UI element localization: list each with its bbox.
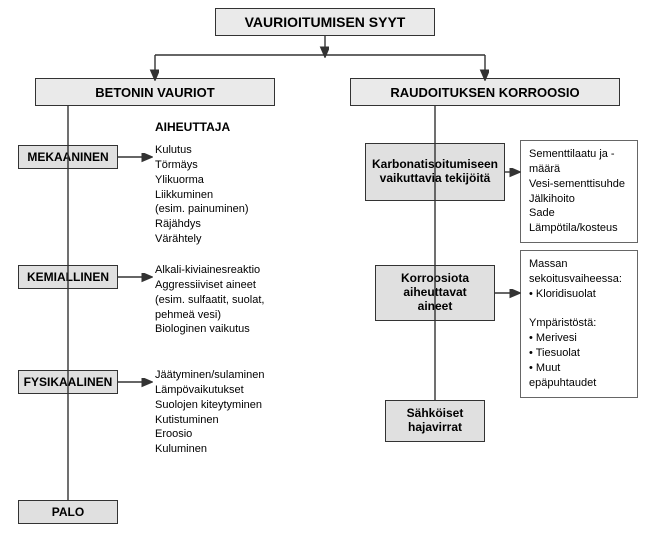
list-mekaaninen: KulutusTörmäysYlikuormaLiikkuminen(esim.… [155,143,300,247]
box-korroosio: Korroosiota aiheuttavat aineet [375,265,495,321]
list-korroosio: Massan sekoitusvaiheessa:• Kloridisuolat… [520,250,638,398]
right-header-text: RAUDOITUKSEN KORROOSIO [390,85,579,100]
cat-mekaaninen: MEKAANINEN [18,145,118,169]
cat-fysikaalinen: FYSIKAALINEN [18,370,118,394]
left-header-text: BETONIN VAURIOT [95,85,214,100]
list-fysikaalinen: Jäätyminen/sulaminenLämpövaikutuksetSuol… [155,368,305,457]
left-header: BETONIN VAURIOT [35,78,275,106]
aiheuttaja-label: AIHEUTTAJA [155,120,230,134]
cat-kemiallinen: KEMIALLINEN [18,265,118,289]
cat-palo: PALO [18,500,118,524]
box-karbon: Karbonatisoitumiseen vaikuttavia tekijöi… [365,143,505,201]
root-title: VAURIOITUMISEN SYYT [215,8,435,36]
box-sahko: Sähköiset hajavirrat [385,400,485,442]
right-header: RAUDOITUKSEN KORROOSIO [350,78,620,106]
list-karbon: Sementtilaatu ja -määräVesi-sementtisuhd… [520,140,638,243]
list-kemiallinen: Alkali-kiviainesreaktioAggressiiviset ai… [155,263,305,337]
root-title-text: VAURIOITUMISEN SYYT [245,14,406,30]
